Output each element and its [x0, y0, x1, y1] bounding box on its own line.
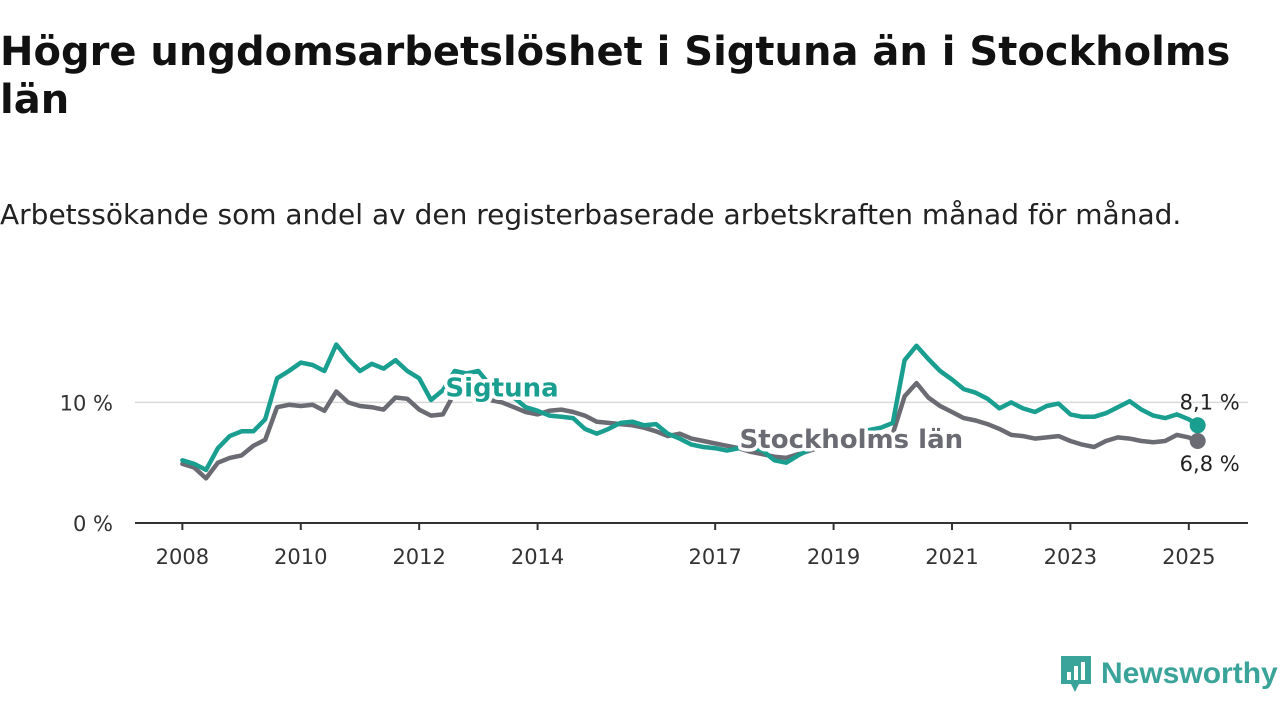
x-tick-label: 2010	[274, 545, 327, 569]
x-tick-label: 2014	[511, 545, 564, 569]
x-tick-label: 2025	[1162, 545, 1215, 569]
y-tick-label: 0 %	[73, 512, 113, 536]
chart-title: Högre ungdomsarbetslöshet i Sigtuna än i…	[0, 29, 1231, 123]
chart-subtitle: Arbetssökande som andel av den registerb…	[0, 198, 1182, 231]
y-tick-label: 10 %	[60, 391, 113, 415]
x-tick-label: 2017	[688, 545, 741, 569]
line-chart: 0 % 10 % 2008 2010 2012 2014 2017 2019 2021 2023 2…	[60, 342, 1248, 569]
end-label-stockholms-lan: 6,8 %	[1180, 452, 1240, 476]
newsworthy-logo-text: Newsworthy	[1101, 657, 1278, 690]
series-annotation-stockholms-lan: Stockholms län	[740, 425, 964, 455]
x-tick-label: 2023	[1044, 545, 1097, 569]
newsworthy-logo-icon	[1061, 656, 1091, 692]
x-tick-label: 2021	[925, 545, 978, 569]
series-line-stockholms-lan	[180, 380, 1200, 481]
end-point-sigtuna	[1189, 417, 1206, 434]
newsworthy-logo[interactable]: Newsworthy	[1059, 654, 1278, 694]
x-tick-label: 2008	[156, 545, 209, 569]
end-label-sigtuna: 8,1 %	[1180, 390, 1240, 414]
end-point-stockholms-lan	[1189, 432, 1206, 449]
series-line-sigtuna	[180, 342, 1200, 473]
x-tick-label: 2019	[807, 545, 860, 569]
x-tick-label: 2012	[392, 545, 445, 569]
series-annotation-sigtuna: Sigtuna	[445, 373, 558, 403]
